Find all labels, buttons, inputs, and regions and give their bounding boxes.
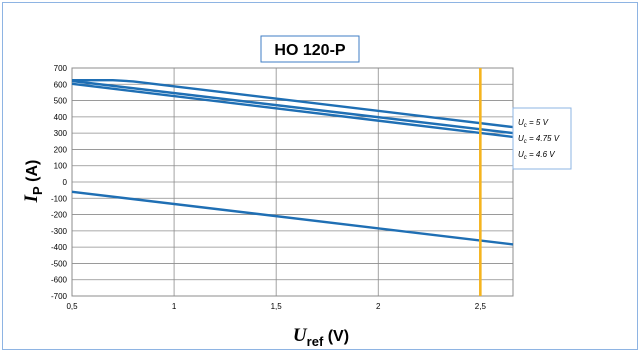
x-axis-unit: (V) bbox=[323, 328, 349, 345]
series-line-2 bbox=[71, 79, 514, 135]
legend-item-3-symbol: U bbox=[518, 150, 524, 159]
y-tick-label: 500 bbox=[54, 97, 68, 106]
y-tick-label: -400 bbox=[51, 243, 68, 252]
chart-frame: 700 600 500 400 300 200 100 0 -100 -200 -300 -400 -5… bbox=[2, 2, 638, 350]
x-tick-labels: 0,5 1 1,5 2 2,5 bbox=[66, 302, 486, 311]
y-tick-label: 300 bbox=[54, 129, 68, 138]
x-tick-label: 0,5 bbox=[66, 302, 78, 311]
series-line-1 bbox=[72, 78, 514, 129]
legend-item-3-text: = 4.6 V bbox=[527, 150, 555, 159]
legend-item-2-text: = 4.75 V bbox=[527, 134, 560, 143]
x-axis-symbol: U bbox=[293, 325, 308, 346]
y-axis-symbol: I bbox=[21, 194, 42, 203]
y-tick-label: -600 bbox=[51, 276, 68, 285]
y-tick-label: -300 bbox=[51, 227, 68, 236]
y-tick-label: 200 bbox=[54, 145, 68, 154]
series-line-3 bbox=[71, 82, 514, 139]
x-tick-label: 1,5 bbox=[271, 302, 283, 311]
x-tick-label: 1 bbox=[172, 302, 177, 311]
y-axis-unit: (A) bbox=[24, 160, 41, 187]
chart-svg: 700 600 500 400 300 200 100 0 -100 -200 -300 -400 -5… bbox=[21, 35, 572, 349]
legend-item-1-text: = 5 V bbox=[527, 118, 549, 127]
legend-item-1-sub: c bbox=[524, 123, 527, 129]
series-line-4 bbox=[71, 190, 514, 246]
legend-box bbox=[512, 107, 572, 170]
x-tick-label: 2,5 bbox=[475, 302, 487, 311]
y-tick-label: -200 bbox=[51, 211, 68, 220]
legend-item-2: Uc = 4.75 V bbox=[518, 134, 560, 145]
y-tick-label: 700 bbox=[54, 64, 68, 73]
y-axis-label: IP (A) bbox=[21, 160, 45, 204]
legend-item-1: Uc = 5 V bbox=[518, 118, 549, 129]
legend-item-2-symbol: U bbox=[518, 134, 524, 143]
chart-title: HO 120-P bbox=[274, 42, 345, 59]
series-layer bbox=[71, 78, 514, 246]
y-tick-label: -700 bbox=[51, 292, 68, 301]
y-tick-label: 400 bbox=[54, 113, 68, 122]
x-axis-label: Uref (V) bbox=[293, 325, 349, 349]
legend-item-2-sub: c bbox=[524, 139, 527, 145]
y-tick-label: 0 bbox=[63, 178, 68, 187]
legend-item-3-sub: c bbox=[524, 155, 527, 161]
y-axis-subscript: P bbox=[30, 186, 45, 195]
y-tick-label: 100 bbox=[54, 162, 68, 171]
legend-item-1-symbol: U bbox=[518, 118, 524, 127]
x-tick-label: 2 bbox=[376, 302, 381, 311]
x-axis-subscript: ref bbox=[307, 334, 324, 349]
legend-item-3: Uc = 4.6 V bbox=[518, 150, 555, 161]
y-tick-labels: 700 600 500 400 300 200 100 0 -100 -200 -300 -400 -5… bbox=[51, 64, 68, 301]
y-tick-label: 600 bbox=[54, 80, 68, 89]
y-tick-label: -100 bbox=[51, 194, 68, 203]
title-box bbox=[260, 35, 360, 63]
grid bbox=[71, 67, 513, 297]
y-tick-label: -500 bbox=[51, 259, 68, 268]
